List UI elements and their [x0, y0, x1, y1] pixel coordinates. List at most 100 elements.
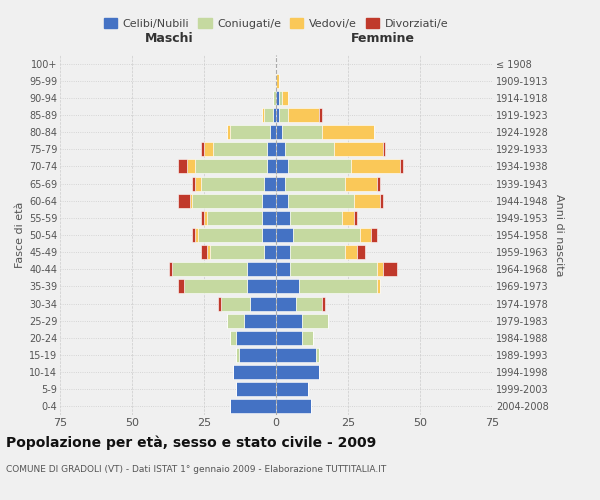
- Bar: [276, 296, 296, 310]
- Bar: [351, 160, 400, 173]
- Bar: [359, 228, 371, 242]
- Bar: [193, 176, 196, 190]
- Text: Maschi: Maschi: [145, 32, 194, 44]
- Bar: [210, 245, 265, 259]
- Bar: [262, 211, 276, 225]
- Bar: [282, 91, 287, 105]
- Bar: [377, 262, 383, 276]
- Bar: [236, 331, 276, 345]
- Bar: [201, 211, 204, 225]
- Bar: [207, 245, 210, 259]
- Bar: [230, 400, 276, 413]
- Bar: [276, 142, 284, 156]
- Bar: [276, 400, 311, 413]
- Bar: [201, 176, 265, 190]
- Bar: [282, 125, 322, 139]
- Bar: [178, 280, 184, 293]
- Bar: [316, 348, 319, 362]
- Bar: [287, 160, 351, 173]
- Bar: [276, 245, 290, 259]
- Bar: [262, 194, 276, 207]
- Bar: [322, 125, 374, 139]
- Bar: [169, 262, 172, 276]
- Bar: [262, 108, 265, 122]
- Bar: [287, 194, 354, 207]
- Bar: [276, 365, 319, 379]
- Bar: [265, 176, 276, 190]
- Bar: [354, 194, 380, 207]
- Bar: [227, 125, 230, 139]
- Text: COMUNE DI GRADOLI (VT) - Dati ISTAT 1° gennaio 2009 - Elaborazione TUTTITALIA.IT: COMUNE DI GRADOLI (VT) - Dati ISTAT 1° g…: [6, 466, 386, 474]
- Bar: [268, 160, 276, 173]
- Bar: [184, 280, 247, 293]
- Bar: [276, 91, 279, 105]
- Bar: [293, 228, 359, 242]
- Bar: [380, 194, 383, 207]
- Bar: [239, 348, 276, 362]
- Bar: [276, 176, 284, 190]
- Bar: [172, 262, 247, 276]
- Bar: [377, 176, 380, 190]
- Bar: [377, 280, 380, 293]
- Bar: [276, 382, 308, 396]
- Bar: [345, 245, 356, 259]
- Bar: [290, 262, 377, 276]
- Bar: [319, 108, 322, 122]
- Bar: [334, 142, 383, 156]
- Bar: [279, 108, 287, 122]
- Bar: [354, 211, 356, 225]
- Text: Popolazione per età, sesso e stato civile - 2009: Popolazione per età, sesso e stato civil…: [6, 436, 376, 450]
- Bar: [204, 211, 207, 225]
- Bar: [276, 160, 287, 173]
- Bar: [342, 211, 354, 225]
- Bar: [276, 194, 287, 207]
- Bar: [178, 194, 190, 207]
- Bar: [276, 314, 302, 328]
- Bar: [196, 176, 201, 190]
- Bar: [279, 91, 282, 105]
- Bar: [187, 160, 196, 173]
- Bar: [193, 228, 196, 242]
- Bar: [233, 365, 276, 379]
- Bar: [247, 262, 276, 276]
- Bar: [190, 194, 193, 207]
- Bar: [230, 331, 236, 345]
- Bar: [276, 262, 290, 276]
- Bar: [290, 211, 342, 225]
- Bar: [196, 160, 268, 173]
- Bar: [236, 348, 239, 362]
- Bar: [287, 108, 319, 122]
- Bar: [221, 296, 250, 310]
- Bar: [276, 331, 302, 345]
- Bar: [227, 314, 244, 328]
- Bar: [276, 228, 293, 242]
- Bar: [276, 211, 290, 225]
- Bar: [265, 108, 273, 122]
- Bar: [218, 296, 221, 310]
- Bar: [265, 245, 276, 259]
- Y-axis label: Fasce di età: Fasce di età: [14, 202, 25, 268]
- Legend: Celibi/Nubili, Coniugati/e, Vedovi/e, Divorziati/e: Celibi/Nubili, Coniugati/e, Vedovi/e, Di…: [100, 14, 452, 34]
- Bar: [262, 228, 276, 242]
- Bar: [273, 91, 276, 105]
- Bar: [276, 280, 299, 293]
- Bar: [383, 262, 397, 276]
- Bar: [276, 108, 279, 122]
- Bar: [284, 176, 345, 190]
- Bar: [400, 160, 403, 173]
- Bar: [322, 296, 325, 310]
- Y-axis label: Anni di nascita: Anni di nascita: [554, 194, 565, 276]
- Bar: [284, 142, 334, 156]
- Bar: [276, 125, 282, 139]
- Bar: [201, 245, 207, 259]
- Bar: [207, 211, 262, 225]
- Bar: [268, 142, 276, 156]
- Bar: [302, 314, 328, 328]
- Bar: [276, 348, 316, 362]
- Bar: [302, 331, 313, 345]
- Bar: [299, 280, 377, 293]
- Bar: [250, 296, 276, 310]
- Bar: [273, 108, 276, 122]
- Bar: [383, 142, 385, 156]
- Bar: [196, 228, 198, 242]
